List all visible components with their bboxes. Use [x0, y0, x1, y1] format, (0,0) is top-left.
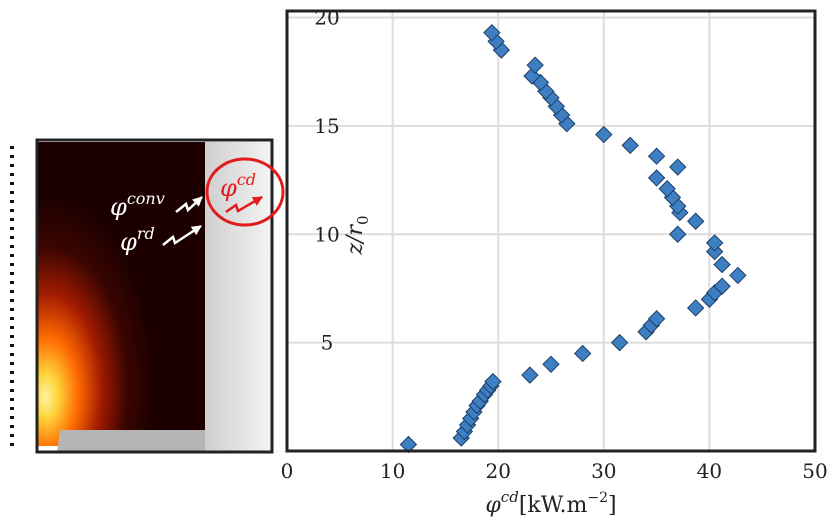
data-point: [669, 225, 687, 243]
y-tick-label: 10: [314, 222, 339, 246]
data-point: [669, 158, 687, 176]
x-tick-label: 20: [485, 459, 510, 483]
x-tick-labels: 0 10 20 30 40 50: [281, 459, 828, 483]
data-point: [713, 277, 731, 295]
data-point: [658, 180, 676, 198]
flux-conv-arrow: [175, 196, 203, 213]
flux-rd-label: φrd: [120, 224, 155, 256]
y-tick-label: 5: [321, 331, 334, 355]
y-tick-label: 15: [314, 114, 339, 138]
flux-cd-arrow: [225, 195, 263, 214]
flux-conv-label: φconv: [110, 189, 165, 221]
flux-cd-label: φcd: [220, 170, 256, 202]
inset-frame: [35, 138, 274, 454]
data-point: [595, 125, 613, 144]
y-axis-label: z/r0: [343, 215, 372, 255]
data-point: [483, 23, 501, 42]
data-point: [686, 299, 705, 317]
data-point: [621, 136, 639, 155]
data-point: [573, 344, 592, 363]
gridlines: [287, 11, 815, 451]
data-points: [399, 23, 747, 454]
y-tick-labels: 5 10 15 20: [314, 6, 339, 355]
y-tick-label: 20: [314, 6, 339, 30]
x-tick-label: 0: [281, 459, 294, 483]
data-point: [542, 355, 560, 374]
data-point: [686, 212, 705, 230]
x-tick-label: 10: [380, 459, 405, 483]
data-point: [647, 147, 666, 165]
data-point: [647, 169, 666, 187]
data-point: [713, 255, 731, 274]
wall-base: [57, 430, 205, 452]
plot-background: [287, 11, 815, 451]
flame-inset: φconv φrd φcd: [10, 138, 285, 454]
data-point: [729, 266, 747, 285]
plot-area: 0 10 20 30 40 50 5 10 15 20 φcd[kW.m−2] z/r0: [281, 6, 828, 518]
data-point: [526, 56, 544, 74]
wall-region: [205, 142, 272, 452]
data-point: [484, 372, 502, 391]
x-tick-label: 50: [802, 459, 827, 483]
data-point: [705, 234, 724, 252]
plot-frame: [285, 9, 817, 453]
data-point: [521, 366, 539, 384]
flame-field: [37, 142, 205, 446]
flux-cd-highlight: [205, 157, 285, 227]
x-tick-label: 30: [591, 459, 616, 483]
x-tick-label: 40: [697, 459, 722, 483]
x-axis-label: φcd[kW.m−2]: [485, 488, 616, 518]
flux-rd-arrow: [162, 224, 202, 246]
data-point: [610, 333, 629, 352]
data-point: [647, 310, 666, 328]
